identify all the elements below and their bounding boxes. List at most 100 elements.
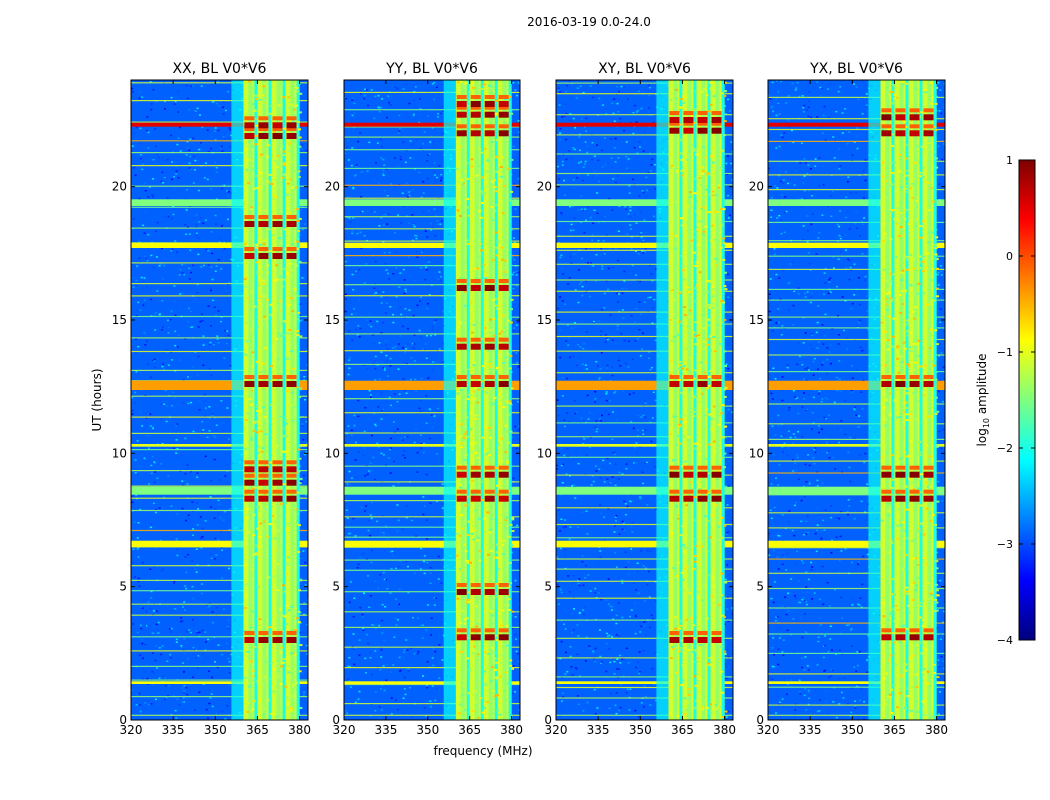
noise-px xyxy=(225,342,228,345)
noise-px xyxy=(175,641,178,643)
noise-px xyxy=(192,510,195,512)
noise-px xyxy=(161,326,164,328)
noise-px xyxy=(400,222,403,224)
noise-px xyxy=(163,215,166,218)
noise-px xyxy=(398,603,401,605)
noise-px xyxy=(183,638,186,640)
bright-rfi-halo xyxy=(498,465,509,470)
noise-px xyxy=(303,691,306,694)
noise-px xyxy=(382,532,385,534)
noise-px xyxy=(405,505,408,507)
noise-px xyxy=(156,357,159,360)
noise-px xyxy=(188,233,191,235)
band-px xyxy=(506,461,509,464)
band-px xyxy=(285,622,289,625)
noise-px xyxy=(220,145,223,148)
band-px xyxy=(466,392,470,395)
strong-rfi-line xyxy=(344,122,520,127)
band-px xyxy=(509,582,513,584)
rfi-line xyxy=(344,184,520,186)
noise-px xyxy=(196,667,199,670)
noise-px xyxy=(303,100,306,103)
noise-px xyxy=(186,483,189,485)
noise-px xyxy=(614,181,617,184)
band-px xyxy=(507,598,511,601)
bright-rfi-halo xyxy=(244,116,255,121)
noise-px xyxy=(360,506,363,509)
noise-px xyxy=(433,208,436,210)
bright-rfi-block xyxy=(286,479,297,486)
bright-rfi-halo xyxy=(470,337,481,342)
band-px xyxy=(478,234,482,237)
noise-px xyxy=(434,334,437,336)
noise-px xyxy=(364,406,367,409)
y-tick-label: 20 xyxy=(325,180,340,194)
noise-px xyxy=(362,627,365,630)
band-px xyxy=(296,120,300,123)
bright-rfi-block xyxy=(258,637,269,643)
noise-px xyxy=(609,693,612,695)
noise-px xyxy=(367,642,370,645)
noise-px xyxy=(377,95,380,97)
noise-px xyxy=(156,477,159,479)
noise-px xyxy=(617,230,620,233)
noise-px xyxy=(131,689,134,691)
band-px xyxy=(252,514,256,517)
noise-px xyxy=(412,114,415,117)
noise-px xyxy=(145,157,148,159)
noise-px xyxy=(415,138,418,141)
noise-px xyxy=(626,233,629,235)
noise-px xyxy=(613,660,616,663)
noise-px xyxy=(574,322,576,324)
noise-px xyxy=(370,112,373,115)
band-px xyxy=(245,321,248,324)
band-px xyxy=(510,387,514,390)
bright-rfi-block xyxy=(456,111,467,118)
noise-px xyxy=(358,335,361,338)
noise-px xyxy=(388,101,390,104)
band-px xyxy=(298,589,301,592)
noise-px xyxy=(192,430,195,433)
noise-px xyxy=(299,118,301,121)
noise-px xyxy=(352,217,355,219)
noise-px xyxy=(152,502,155,504)
noise-px xyxy=(390,697,393,699)
noise-px xyxy=(517,429,520,431)
noise-px xyxy=(189,249,192,251)
noise-px xyxy=(381,709,383,711)
band-px xyxy=(298,217,302,220)
band-px xyxy=(464,431,468,433)
band-px xyxy=(505,171,509,174)
band-px xyxy=(495,639,499,642)
noise-px xyxy=(144,182,146,184)
noise-px xyxy=(393,636,396,638)
noise-px xyxy=(383,164,386,166)
band-px xyxy=(471,652,475,655)
bright-rfi-halo xyxy=(456,279,467,283)
band-px xyxy=(466,534,470,536)
noise-px xyxy=(378,706,381,708)
noise-px xyxy=(199,217,202,219)
noise-px xyxy=(376,142,379,144)
band-px xyxy=(483,147,487,150)
noise-px xyxy=(399,127,402,130)
noise-px xyxy=(161,365,164,368)
noise-px xyxy=(405,392,408,394)
noise-px xyxy=(402,697,405,699)
noise-px xyxy=(151,241,154,243)
band-px xyxy=(490,205,494,208)
band-px xyxy=(489,318,493,321)
noise-px xyxy=(378,378,381,380)
noise-px xyxy=(147,147,150,149)
noise-px xyxy=(191,366,194,368)
band-px xyxy=(262,279,266,282)
noise-px xyxy=(418,407,421,410)
noise-px xyxy=(357,325,360,327)
noise-px xyxy=(392,555,395,557)
noise-px xyxy=(390,713,393,715)
noise-px xyxy=(403,651,405,653)
band-px xyxy=(464,562,468,565)
noise-px xyxy=(426,160,429,162)
band-px xyxy=(270,712,274,715)
band-px xyxy=(289,707,293,710)
